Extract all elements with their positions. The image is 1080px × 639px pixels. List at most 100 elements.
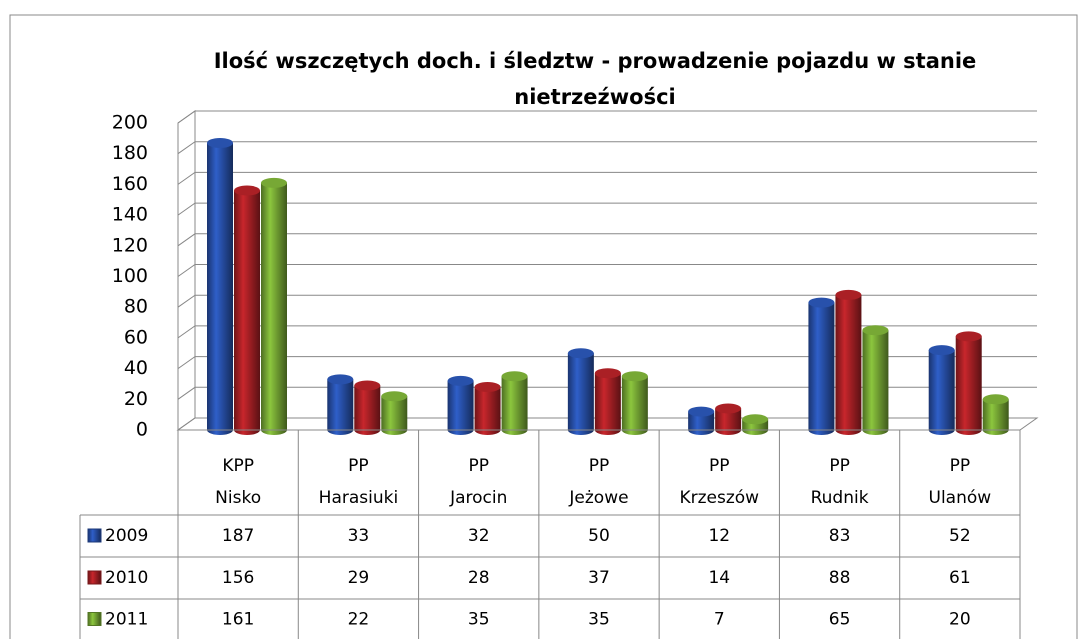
bar-top: [928, 345, 955, 356]
legend-swatch: [87, 528, 102, 543]
bar-top: [742, 414, 769, 425]
x-tick-label: PP: [468, 456, 489, 476]
bar-body: [474, 387, 501, 435]
bar-body: [327, 379, 354, 435]
bar: [955, 331, 982, 435]
bar: [207, 137, 233, 435]
bar: [808, 297, 835, 435]
bar: [715, 403, 742, 435]
bar-body: [447, 380, 474, 435]
table-value: 12: [708, 526, 730, 546]
grid-line: [177, 141, 1037, 155]
table-value: 35: [468, 610, 490, 630]
bar-body: [354, 385, 381, 435]
bar: [447, 375, 474, 435]
table-value: 52: [949, 526, 971, 546]
table-value: 83: [829, 526, 851, 546]
table-value: 88: [829, 568, 851, 588]
bar-body: [501, 376, 528, 435]
bar: [928, 345, 955, 435]
bar-top: [594, 368, 621, 379]
bar: [381, 391, 408, 435]
bar-body: [928, 350, 955, 435]
bar-top: [234, 185, 260, 196]
x-tick-label: PP: [950, 456, 971, 476]
grid-line: [177, 325, 1037, 339]
bar: [567, 348, 594, 435]
bar-top: [207, 137, 233, 148]
x-tick-label: Nisko: [215, 488, 261, 508]
bar-top: [982, 394, 1009, 405]
table-value: 20: [949, 610, 971, 630]
bar-top: [354, 380, 381, 391]
bar-top: [715, 403, 742, 414]
table-value: 35: [588, 610, 610, 630]
bar-top: [501, 371, 528, 382]
bar-body: [261, 182, 287, 435]
chart-title: nietrzeźwości: [514, 85, 675, 109]
bar: [835, 289, 862, 435]
bar-top: [862, 325, 889, 336]
bar: [982, 394, 1009, 435]
y-tick-label: 120: [112, 234, 148, 256]
table-value: 156: [222, 568, 254, 588]
bar-body: [862, 330, 889, 435]
table-value: 7: [714, 610, 725, 630]
table-value: 37: [588, 568, 610, 588]
grid-line: [177, 233, 1037, 247]
bar: [594, 368, 621, 435]
x-tick-label: PP: [348, 456, 369, 476]
bar-top: [261, 177, 287, 188]
x-tick-label: Krzeszów: [679, 488, 759, 508]
bar-body: [207, 142, 233, 435]
table-value: 65: [829, 610, 851, 630]
table-value: 187: [222, 526, 254, 546]
bar: [742, 414, 769, 435]
legend-label: 2010: [105, 568, 148, 588]
y-tick-label: 40: [124, 357, 148, 379]
bar-body: [808, 302, 835, 435]
bar-body: [955, 336, 982, 435]
y-tick-label: 200: [112, 112, 148, 134]
bar-top: [327, 374, 354, 385]
x-tick-label: PP: [709, 456, 730, 476]
grid-line: [177, 294, 1037, 308]
bar-top: [808, 297, 835, 308]
bar-body: [688, 411, 715, 435]
table-value: 33: [348, 526, 370, 546]
x-tick-label: Jarocin: [449, 488, 507, 508]
legend-swatch: [87, 570, 102, 585]
legend-swatch: [87, 612, 102, 626]
bar: [327, 374, 354, 435]
grid-line: [177, 356, 1037, 370]
bar: [354, 380, 381, 435]
y-tick-label: 180: [112, 142, 148, 164]
table-value: 32: [468, 526, 490, 546]
table-value: 161: [222, 610, 254, 630]
bar-body: [835, 294, 862, 435]
grid-line: [177, 171, 1037, 185]
bar-top: [447, 375, 474, 386]
bar: [234, 185, 260, 435]
y-tick-label: 80: [124, 296, 148, 318]
x-tick-label: Harasiuki: [319, 488, 399, 508]
x-tick-label: Rudnik: [811, 488, 869, 508]
grid-line: [177, 202, 1037, 216]
x-tick-label: Jeżowe: [568, 488, 628, 508]
bar-top: [474, 382, 501, 393]
grid-line: [177, 386, 1037, 400]
x-tick-label: PP: [829, 456, 850, 476]
y-tick-label: 20: [124, 388, 148, 410]
bar: [862, 325, 889, 435]
bar-body: [715, 408, 742, 435]
bar-body: [381, 396, 408, 435]
bar-body: [982, 399, 1009, 435]
x-tick-label: KPP: [222, 456, 254, 476]
bar-body: [594, 373, 621, 435]
bar: [261, 177, 287, 435]
y-tick-label: 140: [112, 204, 148, 226]
bar-body: [234, 190, 260, 435]
bar-top: [955, 331, 982, 342]
table-value: 22: [348, 610, 370, 630]
